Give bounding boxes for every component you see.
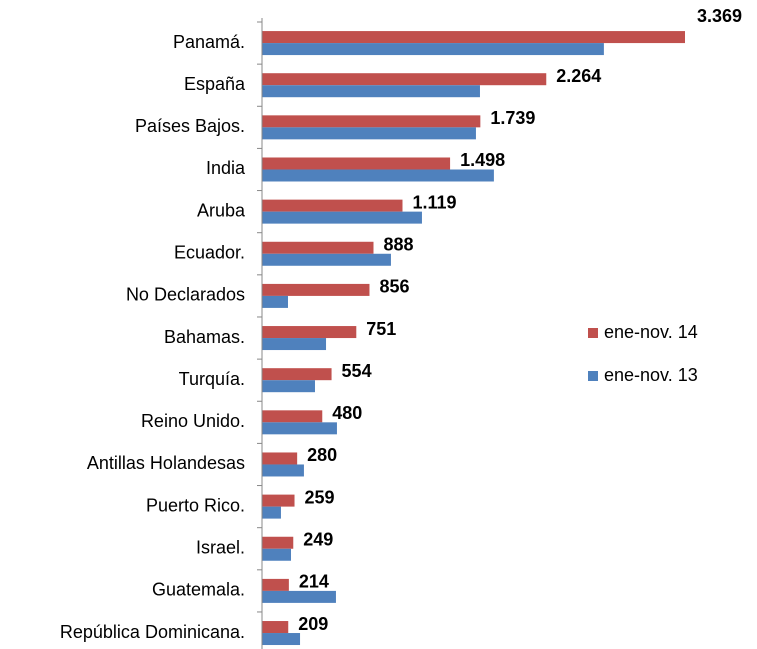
category-label: Puerto Rico. xyxy=(146,495,245,515)
bar xyxy=(262,211,422,224)
value-label: 3.369 xyxy=(697,6,742,26)
bar xyxy=(262,368,332,381)
bar xyxy=(262,253,391,266)
bar xyxy=(262,380,315,393)
value-label: 480 xyxy=(332,403,362,423)
value-label: 214 xyxy=(299,572,329,592)
value-label: 856 xyxy=(379,277,409,297)
category-label: Ecuador. xyxy=(174,243,245,263)
bar xyxy=(262,295,288,308)
category-label: Turquía. xyxy=(179,369,245,389)
category-label: España xyxy=(184,74,246,94)
value-label: 2.264 xyxy=(556,66,601,86)
value-label: 259 xyxy=(305,487,335,507)
bar xyxy=(262,43,604,56)
category-label: India xyxy=(206,158,246,178)
category-label: Países Bajos. xyxy=(135,116,245,136)
category-label: Guatemala. xyxy=(152,580,245,600)
bar xyxy=(262,283,370,296)
value-label: 751 xyxy=(366,319,396,339)
bar xyxy=(262,73,547,86)
category-label: Aruba xyxy=(197,200,246,220)
legend-swatch xyxy=(588,371,598,381)
category-label: Antillas Holandesas xyxy=(87,453,245,473)
bar xyxy=(262,338,327,351)
bar xyxy=(262,464,304,477)
category-label: No Declarados xyxy=(126,285,245,305)
category-label: República Dominicana. xyxy=(60,622,245,642)
bar xyxy=(262,326,357,339)
bar xyxy=(262,548,292,561)
bar xyxy=(262,494,295,507)
bar xyxy=(262,578,289,591)
bar xyxy=(262,536,294,549)
bar xyxy=(262,241,374,254)
bar xyxy=(262,633,301,646)
bar xyxy=(262,127,476,140)
bar xyxy=(262,115,481,128)
bar xyxy=(262,199,403,212)
bar xyxy=(262,506,281,519)
legend-swatch xyxy=(588,328,598,338)
legend-label: ene-nov. 13 xyxy=(604,365,698,385)
bar xyxy=(262,590,336,603)
value-label: 554 xyxy=(342,361,372,381)
value-label: 209 xyxy=(298,614,328,634)
bar xyxy=(262,410,323,423)
bar xyxy=(262,169,494,182)
bar xyxy=(262,85,480,98)
category-label: Panamá. xyxy=(173,32,245,52)
legend-label: ene-nov. 14 xyxy=(604,322,698,342)
bar xyxy=(262,452,298,465)
value-label: 1.498 xyxy=(460,150,505,170)
bar xyxy=(262,157,451,170)
value-label: 888 xyxy=(383,235,413,255)
value-label: 1.119 xyxy=(412,192,456,212)
category-label: Bahamas. xyxy=(164,327,245,347)
value-label: 280 xyxy=(307,445,337,465)
bar xyxy=(262,422,337,435)
category-label: Reino Unido. xyxy=(141,411,245,431)
bar xyxy=(262,621,289,634)
value-label: 249 xyxy=(303,530,333,550)
category-label: Israel. xyxy=(196,538,245,558)
value-label: 1.739 xyxy=(490,108,535,128)
bar xyxy=(262,31,685,44)
